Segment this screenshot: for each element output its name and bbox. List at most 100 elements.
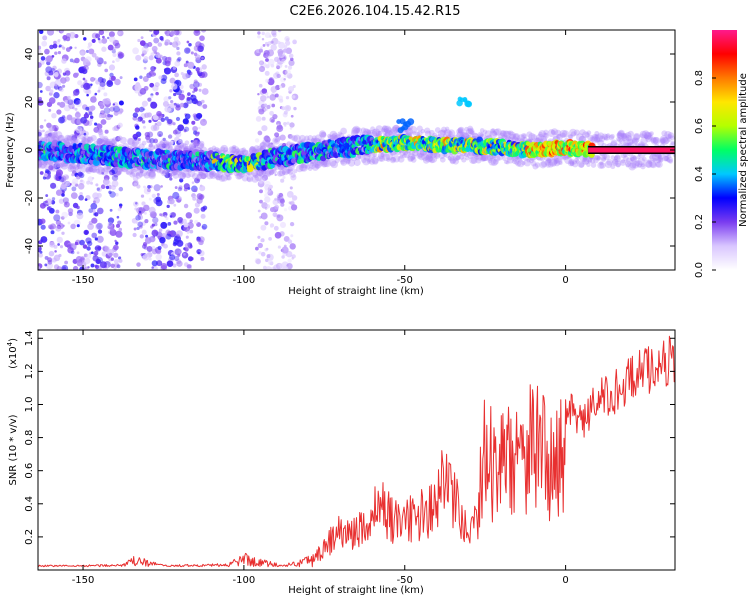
noise-blob: [193, 87, 198, 92]
noise-blob: [45, 66, 53, 74]
noise-blob: [157, 245, 162, 250]
noise-blob: [283, 208, 288, 212]
noise-blob: [254, 138, 260, 143]
noise-blob: [112, 126, 117, 132]
noise-blob: [173, 220, 178, 225]
noise-blob: [45, 169, 50, 174]
noise-blob: [284, 40, 291, 46]
noise-blob: [291, 95, 296, 99]
noise-blob: [78, 194, 84, 201]
signal-point: [300, 159, 305, 164]
noise-blob: [174, 72, 179, 78]
noise-blob: [198, 88, 202, 92]
noise-blob: [197, 45, 204, 53]
noise-blob: [69, 243, 77, 251]
noise-blob: [195, 67, 200, 72]
noise-blob: [143, 211, 147, 215]
signal-halo: [44, 133, 49, 139]
noise-blob: [108, 36, 116, 43]
signal-halo: [640, 162, 646, 168]
noise-blob: [267, 41, 272, 46]
noise-blob: [281, 246, 289, 254]
noise-blob: [194, 219, 199, 225]
noise-blob: [38, 252, 43, 258]
noise-blob: [65, 175, 69, 179]
noise-blob: [274, 93, 279, 98]
noise-blob: [99, 261, 107, 269]
noise-blob: [113, 244, 119, 251]
noise-blob: [71, 181, 77, 187]
noise-blob: [75, 126, 83, 134]
noise-blob: [171, 41, 179, 48]
noise-blob: [146, 138, 152, 144]
noise-blob: [65, 181, 71, 187]
noise-blob: [72, 93, 76, 97]
signal-halo: [649, 131, 654, 136]
noise-blob: [55, 219, 62, 226]
noise-blob: [177, 253, 181, 257]
noise-blob: [138, 210, 142, 214]
noise-blob: [257, 92, 260, 96]
noise-blob: [190, 94, 194, 98]
noise-blob: [176, 58, 181, 63]
noise-blob: [186, 97, 193, 104]
noise-blob: [62, 197, 69, 204]
noise-blob: [143, 85, 149, 91]
noise-blob: [291, 199, 295, 202]
noise-blob: [85, 168, 90, 173]
noise-blob: [49, 89, 54, 94]
noise-blob: [76, 205, 80, 210]
noise-blob: [152, 85, 159, 92]
noise-blob: [271, 92, 275, 96]
noise-blob: [96, 235, 104, 243]
noise-blob: [114, 78, 121, 86]
noise-blob: [181, 94, 185, 98]
noise-blob: [102, 86, 106, 90]
noise-blob: [98, 30, 105, 36]
noise-blob: [97, 37, 101, 41]
noise-blob: [88, 166, 94, 173]
noise-blob: [269, 117, 275, 123]
noise-blob: [66, 244, 72, 249]
noise-blob: [144, 219, 149, 224]
noise-blob: [196, 236, 202, 243]
noise-blob: [118, 100, 124, 106]
noise-blob: [176, 260, 183, 267]
noise-blob: [151, 245, 156, 249]
noise-blob: [113, 259, 119, 264]
noise-blob: [96, 187, 100, 191]
noise-blob: [153, 37, 160, 44]
noise-blob: [261, 116, 266, 121]
noise-blob: [102, 98, 108, 104]
noise-blob: [38, 96, 42, 101]
noise-blob: [67, 208, 74, 214]
signal-halo: [652, 137, 661, 145]
noise-blob: [38, 62, 42, 68]
noise-blob: [144, 131, 150, 138]
noise-blob: [201, 88, 209, 95]
noise-blob: [89, 115, 94, 119]
noise-blob: [38, 160, 43, 168]
noise-blob: [137, 38, 141, 43]
signal-halo: [132, 138, 140, 146]
signal-halo: [273, 138, 278, 143]
noise-blob: [103, 61, 107, 65]
noise-blob: [260, 224, 267, 231]
noise-blob: [107, 221, 113, 227]
noise-blob: [74, 241, 79, 246]
noise-blob: [64, 76, 70, 82]
noise-blob: [92, 209, 96, 214]
noise-blob: [95, 33, 101, 39]
signal-halo: [119, 136, 127, 144]
noise-blob: [185, 212, 193, 219]
noise-blob: [136, 226, 140, 231]
noise-blob: [198, 194, 204, 201]
noise-blob: [193, 140, 200, 147]
noise-blob: [88, 48, 95, 55]
noise-blob: [75, 256, 83, 263]
noise-blob: [257, 235, 261, 239]
noise-blob: [83, 253, 88, 258]
signal-halo: [40, 163, 46, 170]
noise-blob: [38, 45, 42, 50]
